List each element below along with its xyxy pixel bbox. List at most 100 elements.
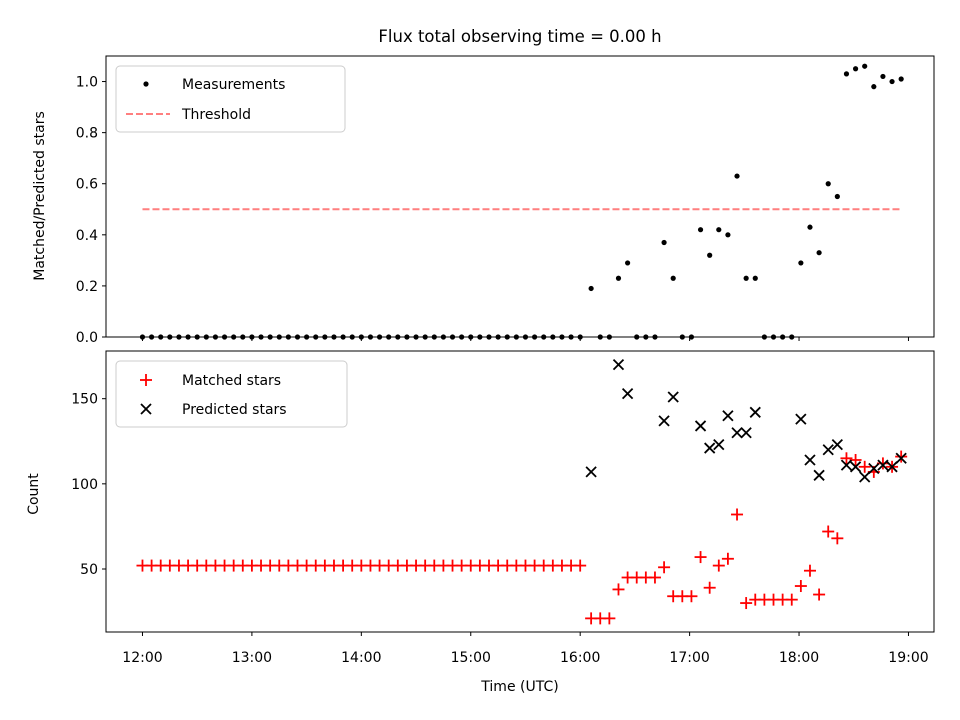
matched-star-point xyxy=(858,460,871,473)
x-tick-label: 15:00 xyxy=(451,650,491,666)
matched-star-point xyxy=(822,525,835,538)
x-tick-label: 13:00 xyxy=(232,650,272,666)
bottom-axes-frame xyxy=(105,350,935,633)
matched-star-point xyxy=(612,583,625,596)
measurement-point xyxy=(725,232,731,238)
bottom-y-tick-label: 100 xyxy=(71,477,98,493)
measurement-point xyxy=(625,260,631,266)
predicted-star-point xyxy=(831,439,843,451)
measurement-point xyxy=(743,275,749,281)
predicted-star-point xyxy=(877,459,889,471)
predicted-star-point xyxy=(694,420,707,432)
measurement-point xyxy=(871,84,877,90)
matched-star-point xyxy=(658,561,671,574)
measurement-point xyxy=(807,224,813,230)
x-tick-label: 14:00 xyxy=(341,650,381,666)
measurement-point xyxy=(825,181,831,187)
measurement-point xyxy=(588,285,594,292)
measurement-point xyxy=(798,260,804,266)
legend-marker-predicted-stars xyxy=(140,403,152,415)
predicted-star-point xyxy=(731,427,743,439)
matched-star-point xyxy=(840,452,853,465)
matched-star-point xyxy=(731,508,744,521)
legend-marker-matched-stars xyxy=(140,374,152,386)
x-tick-label: 18:00 xyxy=(779,650,819,666)
predicted-star-point xyxy=(886,461,898,473)
matched-star-point xyxy=(694,551,707,564)
measurement-point xyxy=(707,252,713,258)
predicted-star-point xyxy=(749,406,761,418)
bottom-panel: 50 100 150 12:00 13:00 14:00 15:00 16:00 17:00 1… xyxy=(26,350,935,695)
predicted-star-point xyxy=(585,466,597,478)
legend-label-threshold: Threshold xyxy=(181,107,251,123)
predicted-star-point xyxy=(895,452,907,464)
matched-star-point xyxy=(813,588,826,601)
x-axis-label: Time (UTC) xyxy=(480,679,558,695)
predicted-star-point xyxy=(822,444,834,456)
predicted-star-point xyxy=(713,439,725,451)
bottom-y-axis-label: Count xyxy=(26,473,42,515)
matched-star-point xyxy=(721,552,734,565)
measurement-point xyxy=(752,275,758,281)
legend-label-measurements: Measurements xyxy=(182,77,285,93)
matched-star-point xyxy=(895,450,908,463)
measurement-point xyxy=(615,275,622,281)
top-panel: 0.0 0.2 0.4 0.6 0.8 1.0 Matched/Predicted sta… xyxy=(32,55,935,346)
legend-label-matched-stars: Matched stars xyxy=(182,373,281,389)
bottom-y-tick-label: 50 xyxy=(80,562,98,578)
x-tick-label: 19:00 xyxy=(888,650,928,666)
measurement-point xyxy=(898,76,904,82)
top-y-axis-label: Matched/Predicted stars xyxy=(32,111,48,281)
predicted-star-point xyxy=(667,391,679,403)
top-axes-frame xyxy=(105,55,935,338)
predicted-star-point xyxy=(740,427,752,439)
predicted-star-point xyxy=(704,442,716,454)
measurement-point xyxy=(716,227,722,233)
matched-star-point xyxy=(794,580,807,593)
chart-title: Flux total observing time = 0.00 h xyxy=(378,27,661,46)
top-y-tick-label: 0.8 xyxy=(76,126,98,142)
measurement-point xyxy=(862,63,868,69)
matched-star-point xyxy=(574,559,587,572)
predicted-star-point xyxy=(804,454,816,466)
x-tick-label: 17:00 xyxy=(669,650,709,666)
matched-star-point xyxy=(603,612,616,625)
measurement-point xyxy=(661,239,667,246)
top-y-tick-label: 0.6 xyxy=(76,177,98,193)
measurement-point xyxy=(697,227,704,233)
measurement-point xyxy=(816,250,822,256)
matched-star-point xyxy=(703,581,716,594)
top-legend: Measurements Threshold xyxy=(115,65,346,133)
measurement-point xyxy=(843,71,850,77)
bottom-y-tick-label: 150 xyxy=(71,392,98,408)
top-y-tick-label: 0.0 xyxy=(76,330,98,346)
predicted-star-point xyxy=(813,469,825,481)
predicted-star-point xyxy=(612,358,625,371)
matched-star-point xyxy=(831,532,844,545)
predicted-star-point xyxy=(658,415,670,427)
measurement-point xyxy=(880,73,886,80)
x-tick-label: 12:00 xyxy=(122,650,162,666)
matched-star-point xyxy=(685,590,698,603)
matched-star-point xyxy=(740,597,753,610)
predicted-star-point xyxy=(795,413,807,425)
top-y-tick-label: 0.2 xyxy=(76,279,98,295)
x-tick-label: 16:00 xyxy=(560,650,600,666)
top-y-tick-label: 0.4 xyxy=(76,228,98,244)
legend-marker-measurements xyxy=(143,81,149,87)
matched-star-point xyxy=(712,559,725,572)
matched-star-point xyxy=(648,571,661,584)
matched-star-point xyxy=(876,457,889,470)
predicted-star-point xyxy=(849,461,862,473)
measurement-point xyxy=(889,78,895,85)
measurement-point xyxy=(670,275,676,281)
predicted-star-point xyxy=(621,387,634,400)
matched-star-point xyxy=(803,564,816,577)
predicted-star-point xyxy=(840,459,853,471)
top-y-tick-label: 1.0 xyxy=(76,75,98,91)
measurement-point xyxy=(834,193,840,200)
matched-star-point xyxy=(785,593,798,606)
measurement-point xyxy=(734,173,740,179)
measurement-point xyxy=(852,66,859,72)
